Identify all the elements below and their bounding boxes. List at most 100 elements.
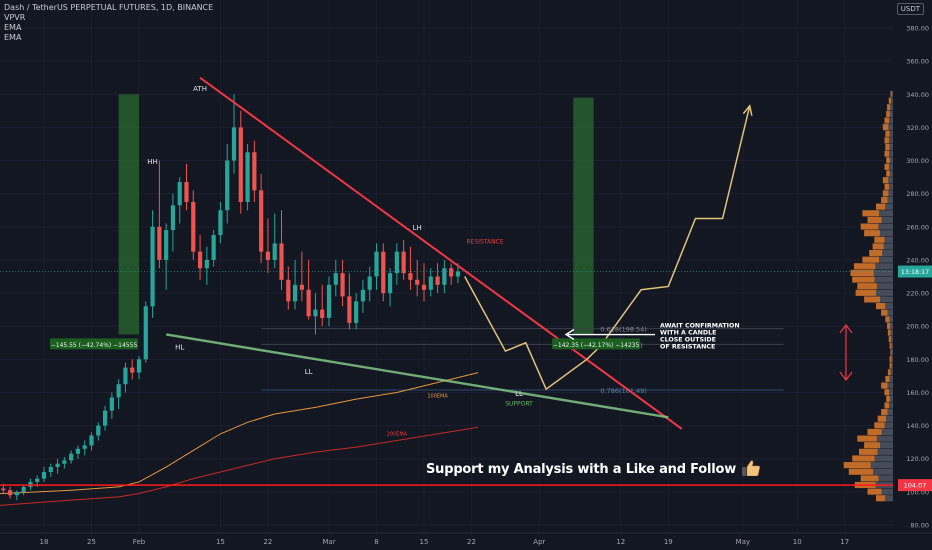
annotation-label: LH <box>413 224 422 232</box>
candle-body <box>75 448 81 454</box>
candle-body <box>252 152 257 191</box>
candle-body <box>421 284 427 290</box>
candle-body <box>191 201 196 252</box>
candle-body <box>218 210 223 236</box>
currency-badge[interactable]: USDT <box>896 3 924 15</box>
candle-body <box>333 273 338 285</box>
indicator-ema-2[interactable]: EMA <box>4 33 22 42</box>
vpvr-bar <box>888 190 893 197</box>
highlight-box <box>118 94 139 335</box>
candle-body <box>394 251 399 274</box>
measure-label: −142.35 (−42.17%) −14235 <box>553 342 640 349</box>
vpvr-bar <box>884 117 890 124</box>
vpvr-bar <box>884 150 890 157</box>
vpvr-bar <box>885 130 890 137</box>
candle-body <box>48 467 53 472</box>
vpvr-bar <box>857 435 877 442</box>
callout-arrow-icon <box>564 328 575 341</box>
vpvr-bar <box>857 283 877 290</box>
vpvr-bar <box>887 329 891 336</box>
price-axis-tick-label: 80.00 <box>910 522 929 530</box>
vpvr-bar <box>884 183 890 190</box>
vpvr-bar <box>887 409 893 416</box>
candle-body <box>320 309 325 318</box>
vpvr-bar <box>882 249 893 257</box>
candle-body <box>41 471 47 479</box>
candle-body <box>55 463 60 468</box>
candle-body <box>265 251 271 260</box>
vpvr-bar <box>891 342 893 349</box>
vpvr-bar <box>886 170 890 177</box>
price-axis-tick-label: 120.00 <box>906 455 929 463</box>
vpvr-bar <box>869 249 883 257</box>
vpvr-bar <box>884 402 890 409</box>
price-axis-tick-label: 100.00 <box>906 488 929 496</box>
vpvr-bar <box>887 309 893 316</box>
candle-body <box>279 243 284 280</box>
candle-body <box>177 182 182 206</box>
vpvr-bar <box>889 117 893 124</box>
vpvr-bar <box>887 104 891 111</box>
indicator-vpvr[interactable]: VPVR <box>4 13 26 22</box>
current-price-tag[interactable] <box>898 265 932 278</box>
vpvr-bar <box>872 243 884 250</box>
candle-body <box>442 268 447 285</box>
vpvr-bar <box>881 309 888 316</box>
candle-body <box>367 276 372 290</box>
candle-body <box>286 279 291 302</box>
vpvr-bar <box>864 442 880 449</box>
price-axis-tick-label: 260.00 <box>906 223 929 231</box>
indicator-ema-1[interactable]: EMA <box>4 23 22 32</box>
candle-body <box>184 182 189 202</box>
vpvr-bar <box>874 236 885 243</box>
annotation-label: 200EMA <box>387 432 408 438</box>
time-axis[interactable] <box>0 533 932 550</box>
time-axis-tick-label: 19 <box>664 538 673 546</box>
vpvr-bar <box>879 256 893 263</box>
price-axis-tick-label: 140.00 <box>906 422 929 430</box>
vpvr-bar <box>860 475 879 482</box>
support-trendline[interactable] <box>165 333 669 419</box>
symbol-title[interactable]: Dash / TetherUS PERPETUAL FUTURES, 1D, B… <box>4 3 214 12</box>
measure-label: −145.55 (−42.74%) −14555 <box>51 342 138 349</box>
price-axis-tick-label: 220.00 <box>906 290 929 298</box>
price-axis-tick-label: 240.00 <box>906 256 929 264</box>
price-axis-tick-label: 340.00 <box>906 91 929 99</box>
vpvr-bar <box>874 455 893 462</box>
vpvr-bar <box>884 389 890 396</box>
resistance-trendline[interactable] <box>199 76 683 430</box>
vpvr-bar <box>882 190 889 197</box>
vpvr-bar <box>889 389 893 396</box>
annotation-label: 100EMA <box>427 393 448 399</box>
time-axis-tick-label: 8 <box>374 538 378 546</box>
vpvr-bar <box>843 462 871 469</box>
vpvr-bar <box>876 289 893 296</box>
vpvr-bar <box>881 382 888 389</box>
projection-path[interactable] <box>464 105 751 391</box>
annotation-label: HL <box>175 343 184 351</box>
vpvr-bar <box>889 130 893 137</box>
candle-body <box>143 306 148 360</box>
candle-body <box>408 273 413 280</box>
vpvr-bar <box>885 203 893 210</box>
time-axis-tick-label: 18 <box>40 538 49 546</box>
candle-body <box>449 268 454 277</box>
time-axis-tick-label: 22 <box>467 538 476 546</box>
candle-body <box>347 296 352 323</box>
vpvr-bar <box>848 468 874 475</box>
price-axis-tick-label: 300.00 <box>906 157 929 165</box>
candle-body <box>259 190 264 252</box>
vpvr-bar <box>889 157 893 164</box>
price-axis-tick-label: 180.00 <box>906 356 929 364</box>
vpvr-bar <box>889 362 892 369</box>
fib-level-label: 0.618(198.54) <box>600 326 646 334</box>
level-104-tag[interactable] <box>898 479 932 492</box>
vpvr-bar <box>867 488 882 495</box>
price-axis-tick-label: 320.00 <box>906 124 929 132</box>
vpvr-bar <box>890 104 893 111</box>
annotation-label: LL <box>515 390 523 398</box>
candle-body <box>231 127 237 161</box>
vpvr-bar <box>885 303 893 310</box>
candle-body <box>245 152 250 202</box>
